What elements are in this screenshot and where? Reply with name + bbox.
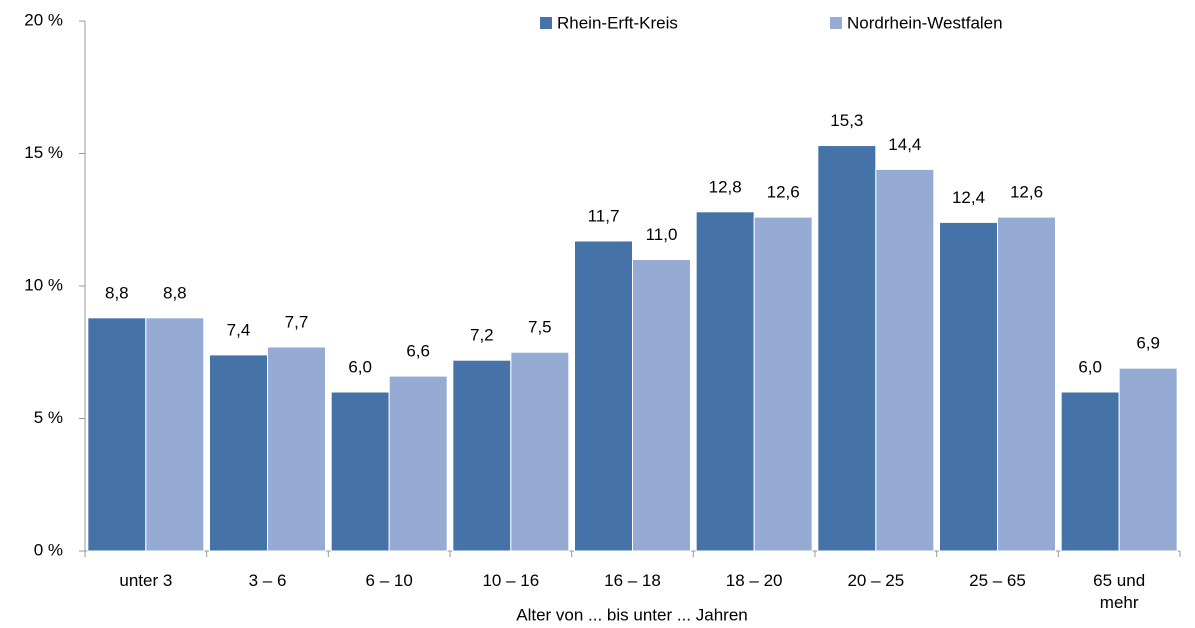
bar: [574, 240, 633, 552]
bar: [875, 168, 935, 552]
legend-label: Rhein-Erft-Kreis: [557, 13, 678, 32]
bar: [695, 211, 755, 552]
value-label: 14,4: [888, 135, 921, 154]
bar: [267, 346, 326, 552]
value-label: 11,7: [588, 206, 620, 225]
x-tick-label: 10 – 16: [482, 571, 540, 590]
legend-swatch: [540, 17, 552, 29]
value-label: 6,0: [1078, 357, 1102, 376]
y-tick-label: 0 %: [34, 540, 63, 559]
y-tick-label: 5 %: [34, 408, 63, 427]
value-label: 12,6: [767, 183, 800, 202]
bar: [87, 317, 147, 552]
bar: [510, 351, 570, 552]
bar: [753, 216, 813, 552]
x-axis-label: Alter von ... bis unter ... Jahren: [516, 605, 748, 624]
value-label: 12,8: [709, 177, 742, 196]
value-label: 7,4: [227, 320, 251, 339]
value-label: 7,7: [285, 312, 309, 331]
value-label: 12,6: [1010, 183, 1043, 202]
bar: [388, 375, 448, 552]
bar: [330, 391, 390, 552]
legend-label: Nordrhein-Westfalen: [847, 13, 1003, 32]
bar: [452, 359, 512, 552]
x-tick-label: 65 und mehr: [1093, 571, 1146, 612]
bar: [817, 145, 877, 552]
value-label: 8,8: [105, 283, 129, 302]
bar: [209, 354, 268, 552]
x-tick-label: unter 3: [119, 571, 173, 590]
value-label: 12,4: [952, 188, 985, 207]
value-label: 7,2: [470, 326, 494, 345]
value-label: 11,0: [646, 225, 678, 244]
bar: [1060, 391, 1120, 552]
value-label: 6,0: [348, 357, 372, 376]
y-tick-label: 20 %: [24, 10, 63, 29]
x-tick-label: 6 – 10: [365, 571, 413, 590]
value-label: 8,8: [163, 283, 187, 302]
x-tick-label: 20 – 25: [847, 571, 905, 590]
value-label: 7,5: [528, 318, 552, 337]
bar: [145, 317, 205, 552]
value-label: 6,9: [1136, 334, 1160, 353]
x-tick-label: 25 – 65: [969, 571, 1026, 590]
y-tick-label: 10 %: [24, 275, 63, 294]
legend-swatch: [830, 17, 842, 29]
bar: [632, 259, 691, 552]
bar: [939, 221, 998, 552]
value-label: 6,6: [406, 342, 430, 361]
x-tick-label: 3 – 6: [248, 571, 287, 590]
x-tick-label: 16 – 18: [604, 571, 661, 590]
value-label: 15,3: [830, 111, 863, 130]
bar: [997, 216, 1056, 552]
bar: [1118, 367, 1178, 552]
y-tick-label: 15 %: [24, 143, 63, 162]
x-tick-label: 18 – 20: [725, 571, 783, 590]
